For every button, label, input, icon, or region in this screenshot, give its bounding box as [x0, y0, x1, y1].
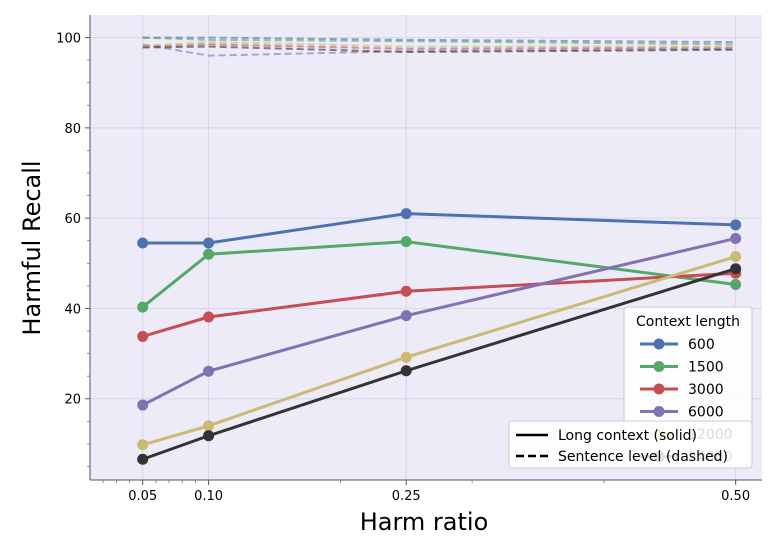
point-600: [137, 237, 149, 249]
y-ticks: 20 40 60 80 100: [56, 32, 90, 467]
legend-label-3000: 3000: [688, 382, 724, 398]
point-24000: [137, 453, 149, 465]
y-tick-label: 80: [64, 122, 81, 137]
y-tick-label: 20: [64, 393, 81, 408]
point-6000: [400, 310, 412, 322]
point-3000: [137, 330, 149, 342]
point-600: [203, 237, 215, 249]
point-1500: [137, 301, 149, 313]
point-1500: [400, 236, 412, 248]
point-3000: [400, 285, 412, 297]
legend-solid-label: Long context (solid): [558, 428, 697, 444]
line-3000: [142, 271, 736, 338]
legend-marker-1500: [653, 361, 665, 372]
point-6000: [137, 399, 149, 411]
legend-label-600: 600: [688, 337, 715, 353]
point-24000: [400, 365, 412, 377]
point-24000: [203, 430, 215, 442]
point-12000: [730, 251, 742, 263]
legend-marker-3000: [653, 383, 665, 395]
line-1500: [141, 240, 736, 309]
y-tick-label: 60: [64, 212, 81, 227]
point-1500: [203, 248, 215, 260]
legend-label-1500: 1500: [688, 360, 724, 376]
point-1500: [730, 279, 742, 291]
point-6000: [203, 365, 215, 377]
dashed-series-group: [142, 36, 736, 57]
y-tick-label: 100: [56, 32, 81, 47]
legend-line-style: Long context (solid) Sentence level (das…: [508, 420, 753, 469]
legend-title: Context length: [636, 314, 740, 330]
x-ticks: 0.05 0.10 0.25 0.50: [102, 480, 750, 504]
point-12000: [203, 420, 215, 432]
point-3000: [203, 311, 215, 323]
x-tick-label: 0.10: [194, 489, 223, 504]
axes: [89, 15, 762, 481]
x-tick-label: 0.25: [392, 489, 421, 504]
x-tick-label: 0.05: [128, 489, 157, 504]
point-12000: [137, 439, 149, 451]
legend-marker-600: [653, 338, 665, 350]
point-12000: [400, 351, 412, 363]
x-tick-label: 0.50: [721, 489, 750, 504]
point-600: [400, 208, 412, 220]
y-tick-label: 40: [64, 302, 81, 317]
legend-label-6000: 6000: [688, 405, 724, 421]
point-6000: [730, 232, 742, 244]
line-24000: [142, 267, 737, 461]
legend-style-box: [508, 420, 753, 469]
y-axis-title: Harmful Recall: [18, 160, 46, 335]
x-axis-title: Harm ratio: [360, 508, 489, 536]
dashed-line-6000: [142, 43, 736, 57]
solid-series-group: [137, 208, 742, 465]
line-12000: [142, 255, 737, 447]
line-600: [142, 212, 736, 245]
legend-dashed-label: Sentence level (dashed): [558, 449, 728, 465]
point-24000: [730, 263, 742, 275]
line-6000: [142, 237, 736, 407]
legend-marker-6000: [653, 406, 665, 417]
point-600: [730, 219, 742, 231]
